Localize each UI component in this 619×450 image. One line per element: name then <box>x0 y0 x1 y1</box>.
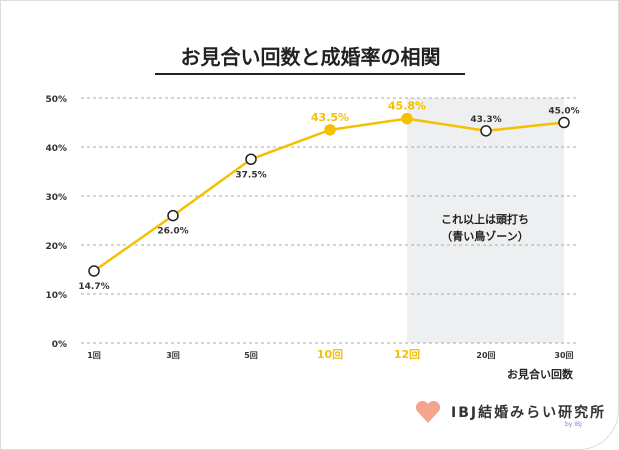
data-label: 45.0% <box>548 107 579 117</box>
data-label: 14.7% <box>78 282 109 292</box>
data-point <box>480 125 492 137</box>
data-label: 26.0% <box>157 227 188 237</box>
x-tick-label: 10回 <box>317 347 343 361</box>
logo-text: IBJ結婚みらい研究所 <box>451 405 607 421</box>
data-point <box>558 116 570 129</box>
logo-by: by IBJ <box>565 421 582 428</box>
shaded-region-label: （青い鳥ゾーン） <box>441 229 528 243</box>
data-label: 43.5% <box>311 111 349 124</box>
chart-title: お見合い回数と成婚率の相関 <box>180 45 441 69</box>
data-point <box>88 265 100 277</box>
data-point <box>167 209 179 222</box>
data-point <box>324 124 336 136</box>
shaded-region <box>407 98 564 343</box>
x-tick-label: 20回 <box>476 351 495 360</box>
logo: IBJ結婚みらい研究所 by IBJ <box>411 395 606 429</box>
x-tick-label: 12回 <box>394 347 420 361</box>
data-label: 43.3% <box>470 115 501 125</box>
data-label: 45.8% <box>388 100 426 113</box>
y-tick-label: 10% <box>45 291 67 301</box>
y-tick-label: 50% <box>45 95 67 105</box>
data-point <box>245 153 257 165</box>
data-point <box>401 112 413 125</box>
shaded-region-label: これ以上は頭打ち <box>441 212 529 226</box>
data-label: 37.5% <box>235 170 266 180</box>
y-tick-label: 20% <box>45 242 67 252</box>
y-tick-label: 40% <box>45 144 67 154</box>
x-tick-label: 5回 <box>244 351 258 360</box>
x-axis-label: お見合い回数 <box>507 367 574 381</box>
y-tick-label: 30% <box>45 193 67 203</box>
x-tick-label: 1回 <box>87 351 101 360</box>
x-tick-label: 3回 <box>166 351 180 360</box>
x-tick-label: 30回 <box>554 351 573 360</box>
y-tick-label: 0% <box>52 340 67 350</box>
title-underline <box>155 73 465 75</box>
heart-logo-icon <box>415 400 441 423</box>
